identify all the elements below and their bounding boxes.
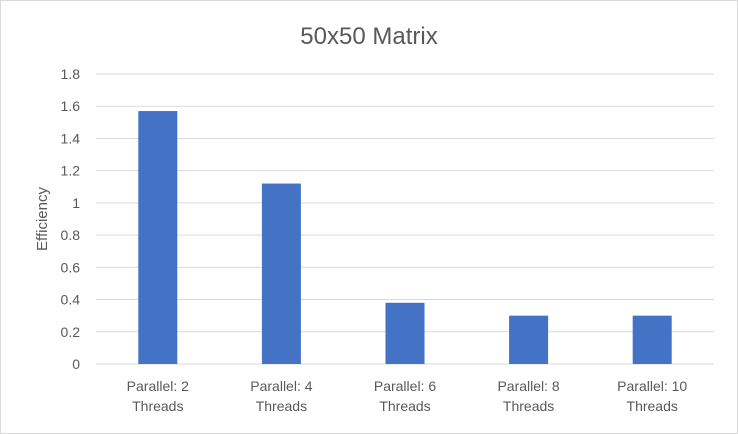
x-category-label: Threads (627, 398, 678, 414)
bars (138, 111, 672, 364)
x-category-label: Parallel: 10 (617, 378, 687, 394)
y-tick-label: 1 (72, 195, 80, 211)
y-tick-label: 0 (72, 356, 80, 372)
y-tick-label: 0.6 (61, 259, 81, 275)
y-tick-label: 0.4 (61, 292, 81, 308)
y-tick-label: 1.4 (61, 130, 81, 146)
x-category-label: Parallel: 6 (374, 378, 436, 394)
x-category-label: Parallel: 8 (497, 378, 559, 394)
x-category-label: Threads (503, 398, 554, 414)
y-tick-label: 1.2 (61, 163, 81, 179)
bar (509, 315, 549, 364)
bar (261, 183, 301, 364)
x-category-label: Threads (256, 398, 307, 414)
x-category-label: Parallel: 4 (250, 378, 312, 394)
x-category-label: Threads (379, 398, 430, 414)
chart-title: 50x50 Matrix (300, 23, 437, 50)
bar (632, 315, 672, 364)
x-axis-categories: Parallel: 2 Threads Parallel: 4 Threads Para… (127, 378, 688, 414)
gridlines (96, 73, 714, 365)
y-axis-ticks: 0 0.2 0.4 0.6 0.8 1 1.2 1.4 1.6 1.8 (61, 66, 81, 372)
y-tick-label: 1.6 (61, 98, 81, 114)
bar (138, 111, 178, 364)
y-tick-label: 1.8 (61, 66, 81, 82)
y-axis-label: Efficiency (34, 187, 51, 251)
y-tick-label: 0.2 (61, 324, 81, 340)
x-category-label: Threads (132, 398, 183, 414)
bar (385, 302, 425, 364)
x-category-label: Parallel: 2 (127, 378, 189, 394)
y-tick-label: 0.8 (61, 227, 81, 243)
